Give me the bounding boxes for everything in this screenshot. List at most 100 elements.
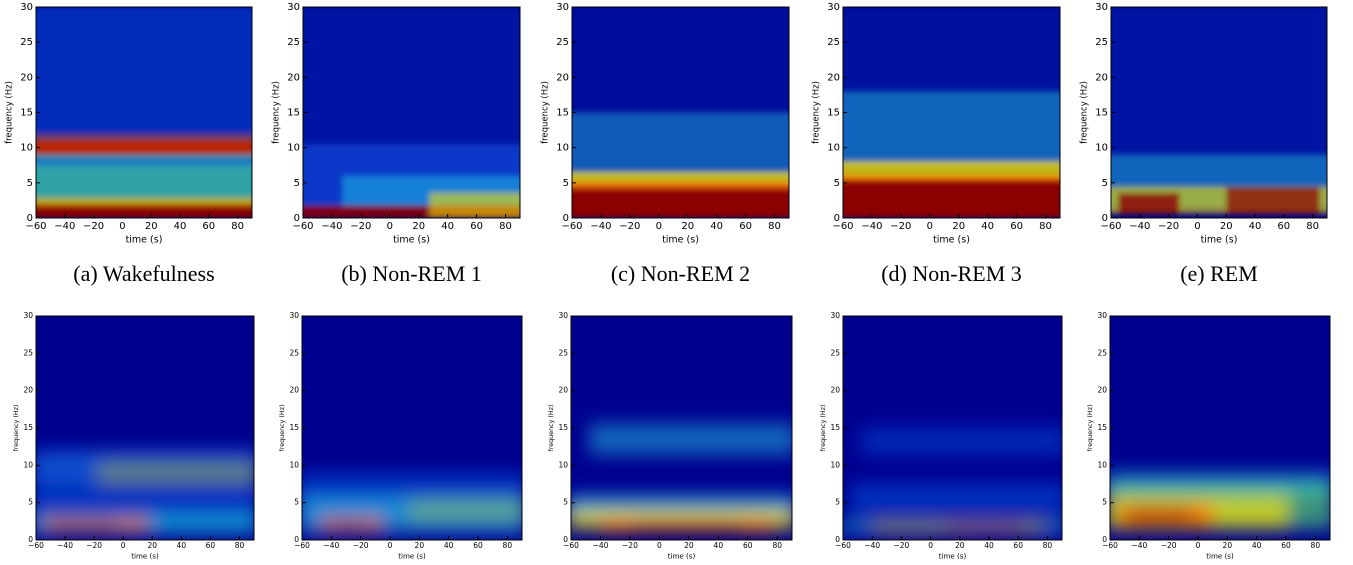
y-tick-label: 5 [294, 178, 300, 189]
x-tick-label: 40 [710, 221, 723, 232]
x-axis-label: time (s) [662, 235, 699, 246]
heatmap-band [36, 165, 252, 197]
y-tick-label: 10 [830, 460, 840, 469]
y-axis-label: frequency (Hz) [12, 405, 20, 452]
y-tick-label: 10 [558, 460, 568, 469]
y-tick-label: 25 [1095, 37, 1108, 48]
x-tick-label: −60 [563, 541, 579, 550]
y-tick-label: 0 [1102, 535, 1107, 544]
x-tick-label: −60 [292, 221, 313, 232]
x-axis-label: time (s) [668, 552, 696, 561]
x-tick-label: −40 [1131, 541, 1147, 550]
x-tick-label: 40 [984, 541, 994, 550]
x-tick-label: 20 [1220, 221, 1233, 232]
x-tick-label: 60 [1277, 221, 1290, 232]
heatmap-band [1128, 508, 1191, 523]
heatmap-texture [303, 7, 520, 218]
x-tick-label: 80 [1039, 221, 1052, 232]
y-tick-label: 30 [830, 311, 840, 320]
x-tick-label: 40 [714, 541, 724, 550]
y-tick-label: 25 [830, 348, 840, 357]
heatmap-texture [572, 7, 789, 218]
y-tick-label: 5 [563, 498, 568, 507]
y-tick-label: 0 [294, 213, 300, 224]
y-tick-label: 10 [289, 460, 299, 469]
y-tick-label: 10 [23, 460, 33, 469]
panel: −60 −40 −20 0 20 40 60 80 0 5 10 15 20 25 30 time (s) fr… [12, 311, 255, 561]
x-tick-label: 0 [656, 221, 662, 232]
x-tick-label: −20 [1161, 541, 1177, 550]
heatmap-texture [843, 428, 1062, 532]
y-tick-label: 10 [827, 143, 840, 154]
heatmap-band [633, 524, 741, 532]
y-tick-label: 30 [20, 2, 33, 13]
x-tick-label: 80 [1043, 541, 1053, 550]
y-tick-label: 5 [835, 498, 840, 507]
x-axis-label: time (s) [933, 235, 970, 246]
x-tick-label: 0 [387, 221, 393, 232]
x-tick-label: 20 [145, 221, 158, 232]
panel: −60 −40 −20 0 20 40 60 80 0 5 10 15 20 25 30 time (s) fr… [1080, 2, 1328, 286]
y-axis-label: frequency (Hz) [819, 405, 827, 452]
heatmap-band [572, 182, 789, 193]
heatmap [36, 316, 254, 540]
x-tick-label: 60 [473, 541, 483, 550]
heatmap-band [843, 91, 1060, 166]
x-tick-label: 60 [739, 221, 752, 232]
y-tick-label: 15 [556, 108, 569, 119]
x-tick-label: −20 [353, 541, 369, 550]
caption: (b) Non-REM 1 [341, 261, 482, 286]
y-tick-label: 20 [287, 72, 300, 83]
x-tick-label: 20 [952, 221, 965, 232]
x-tick-label: −40 [861, 221, 882, 232]
heatmap-band [843, 7, 1060, 92]
panel: −60 −40 −20 0 20 40 60 80 0 5 10 15 20 25 30 time (s) fr… [547, 311, 793, 561]
y-tick-label: 10 [287, 143, 300, 154]
heatmap [843, 316, 1062, 540]
heatmap-texture [843, 7, 1060, 218]
x-tick-label: 0 [657, 541, 662, 550]
heatmap-band [572, 7, 789, 113]
x-tick-label: −40 [57, 541, 73, 550]
x-tick-label: −20 [1158, 221, 1179, 232]
y-tick-label: 30 [1097, 311, 1107, 320]
x-tick-label: 0 [927, 221, 933, 232]
y-axis-label: frequency (Hz) [5, 81, 15, 144]
y-tick-label: 30 [23, 311, 33, 320]
x-axis-label: time (s) [393, 235, 430, 246]
heatmap-band [97, 461, 254, 484]
heatmap [1110, 316, 1330, 540]
heatmap-texture [1111, 7, 1327, 214]
x-tick-label: 60 [1281, 541, 1291, 550]
y-tick-label: 5 [294, 498, 299, 507]
x-tick-label: 60 [1010, 221, 1023, 232]
x-tick-label: −20 [350, 221, 371, 232]
heatmap [303, 7, 520, 218]
heatmap-band [36, 7, 252, 140]
y-tick-label: 0 [563, 535, 568, 544]
x-tick-label: 0 [928, 541, 933, 550]
x-tick-label: −40 [593, 541, 609, 550]
heatmap-band [303, 7, 520, 145]
x-tick-label: −60 [832, 221, 853, 232]
x-axis-label: time (s) [398, 552, 426, 561]
y-tick-label: 15 [23, 423, 33, 432]
y-tick-label: 25 [20, 37, 33, 48]
y-tick-label: 15 [827, 108, 840, 119]
y-axis-label: frequency (Hz) [1086, 405, 1094, 452]
heatmap-band [589, 423, 792, 455]
x-tick-label: −60 [294, 541, 310, 550]
y-tick-label: 10 [556, 143, 569, 154]
x-tick-label: −40 [54, 221, 75, 232]
y-tick-label: 15 [20, 108, 33, 119]
x-tick-label: 40 [444, 541, 454, 550]
y-tick-label: 30 [827, 2, 840, 13]
y-tick-label: 25 [827, 37, 840, 48]
x-tick-label: 0 [388, 541, 393, 550]
y-tick-label: 15 [1095, 108, 1108, 119]
x-tick-label: 60 [206, 541, 216, 550]
y-tick-label: 5 [1102, 498, 1107, 507]
y-tick-label: 0 [1102, 213, 1108, 224]
x-tick-label: 40 [441, 221, 454, 232]
y-tick-label: 30 [1095, 2, 1108, 13]
